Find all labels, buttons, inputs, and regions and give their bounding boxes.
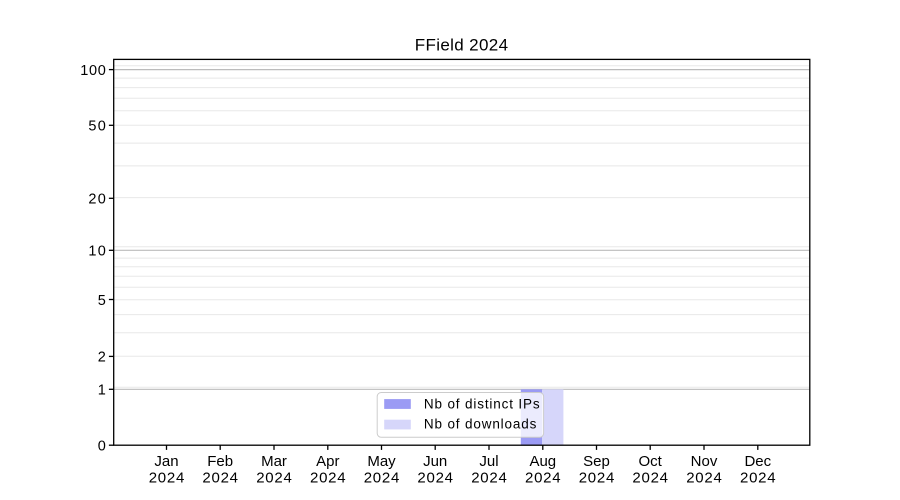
svg-text:Aug: Aug	[529, 453, 556, 470]
svg-text:Jul: Jul	[479, 453, 498, 470]
svg-text:10: 10	[88, 244, 105, 260]
svg-text:2024: 2024	[740, 469, 776, 486]
svg-text:Feb: Feb	[207, 453, 233, 470]
svg-text:5: 5	[98, 293, 106, 309]
svg-text:2024: 2024	[310, 469, 346, 486]
svg-text:2024: 2024	[471, 469, 507, 486]
svg-text:0: 0	[98, 439, 106, 455]
svg-text:2024: 2024	[364, 469, 400, 486]
svg-text:Sep: Sep	[583, 453, 610, 470]
svg-text:Nov: Nov	[691, 453, 718, 470]
svg-text:Jun: Jun	[423, 453, 447, 470]
svg-text:2024: 2024	[579, 469, 615, 486]
svg-text:2024: 2024	[202, 469, 238, 486]
svg-text:2024: 2024	[256, 469, 292, 486]
svg-text:20: 20	[88, 192, 105, 208]
svg-text:Nb of distinct IPs: Nb of distinct IPs	[424, 397, 541, 412]
svg-text:2024: 2024	[686, 469, 722, 486]
svg-text:2024: 2024	[417, 469, 453, 486]
svg-text:2024: 2024	[149, 469, 185, 486]
svg-text:FField 2024: FField 2024	[415, 36, 509, 55]
svg-text:2: 2	[98, 350, 106, 366]
svg-text:50: 50	[88, 119, 105, 135]
svg-text:2024: 2024	[632, 469, 668, 486]
svg-text:May: May	[367, 453, 396, 470]
svg-text:100: 100	[80, 63, 106, 79]
svg-text:Nb of downloads: Nb of downloads	[424, 416, 537, 431]
svg-text:Oct: Oct	[639, 453, 663, 470]
svg-text:Jan: Jan	[154, 453, 178, 470]
svg-text:1: 1	[98, 383, 106, 399]
svg-text:Dec: Dec	[744, 453, 771, 470]
svg-text:Apr: Apr	[316, 453, 339, 470]
svg-text:2024: 2024	[525, 469, 561, 486]
svg-text:Mar: Mar	[261, 453, 287, 470]
